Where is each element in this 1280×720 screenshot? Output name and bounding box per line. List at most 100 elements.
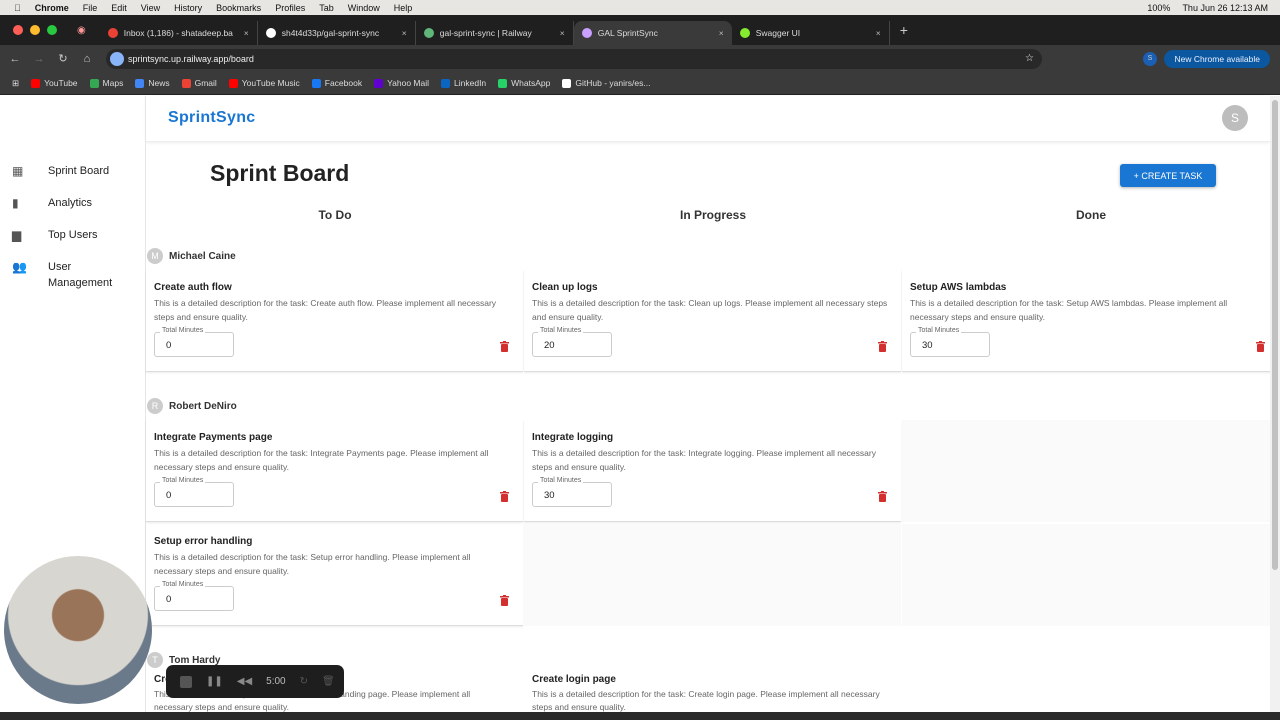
browser-tab[interactable]: Swagger UI ×	[732, 21, 890, 45]
bookmark-item[interactable]: News	[135, 78, 170, 88]
url-input[interactable]: sprintsync.up.railway.app/board ☆	[106, 48, 1042, 69]
task-card[interactable]: Clean up logs This is a detailed descript…	[524, 270, 901, 372]
delete-icon[interactable]	[500, 593, 509, 606]
minimize-window-button[interactable]	[30, 25, 40, 35]
column-header-in-progress: In Progress	[679, 208, 747, 222]
task-card[interactable]: Create login page This is a detailed desc…	[524, 668, 901, 714]
page-scrollbar[interactable]	[1270, 96, 1280, 712]
pause-icon[interactable]: ❚❚	[206, 676, 223, 687]
macos-menubar:  Chrome File Edit View History Bookmarks Pro…	[0, 0, 1280, 15]
task-card[interactable]: Integrate Payments page This is a detaile…	[146, 420, 523, 522]
bookmark-item[interactable]: WhatsApp	[498, 78, 550, 88]
new-tab-button[interactable]: +	[899, 22, 908, 38]
close-tab-icon[interactable]: ×	[875, 28, 881, 38]
clock[interactable]: Thu Jun 26 12:13 AM	[1182, 2, 1268, 13]
bookmark-icon	[135, 78, 145, 88]
close-tab-icon[interactable]: ×	[718, 28, 724, 38]
total-minutes-input[interactable]: 0	[154, 482, 234, 507]
delete-icon[interactable]	[878, 489, 887, 502]
bookmark-item[interactable]: Facebook	[311, 78, 362, 88]
user-avatar[interactable]: S	[1222, 105, 1248, 131]
delete-icon[interactable]	[1256, 339, 1265, 352]
menu-view[interactable]: View	[134, 2, 160, 13]
close-tab-icon[interactable]: ×	[559, 28, 565, 38]
empty-slot	[524, 524, 901, 626]
bookmark-item[interactable]: LinkedIn	[441, 78, 486, 88]
reload-icon[interactable]: ↻	[58, 53, 68, 65]
new-chrome-button[interactable]: New Chrome available	[1164, 49, 1270, 68]
menu-bookmarks[interactable]: Bookmarks	[209, 2, 261, 13]
total-minutes-input[interactable]: 20	[532, 332, 612, 357]
task-description: This is a detailed description for the t…	[532, 689, 880, 712]
tab-label: sh4t4d33p/gal-sprint-sync	[281, 28, 380, 38]
browser-tab[interactable]: GAL SprintSync ×	[573, 21, 732, 45]
tab-label: gal-sprint-sync | Railway	[439, 28, 532, 38]
app-page: SprintSync S ▦ Sprint Board ▮ Analytics ▆ Top…	[0, 96, 1279, 714]
bookmark-label: WhatsApp	[511, 78, 551, 88]
bookmark-item[interactable]: Maps	[89, 78, 123, 88]
task-card[interactable]: Setup error handling This is a detailed d…	[146, 524, 523, 626]
stop-icon[interactable]	[180, 675, 192, 688]
bookmark-label: YouTube Music	[241, 78, 300, 88]
home-icon[interactable]: ⌂	[83, 52, 91, 65]
battery-status[interactable]: 100%	[1147, 2, 1171, 13]
trash-icon[interactable]: 🗑	[322, 676, 335, 687]
restart-icon[interactable]: ↻	[299, 676, 309, 687]
task-card[interactable]: Integrate logging This is a detailed desc…	[524, 420, 901, 522]
browser-tab[interactable]: gal-sprint-sync | Railway ×	[416, 21, 574, 45]
brand-logo[interactable]: SprintSync	[168, 109, 256, 126]
browser-tab[interactable]: Inbox (1,186) - shatadeep.ba ×	[100, 21, 258, 45]
browser-tab[interactable]: sh4t4d33p/gal-sprint-sync ×	[258, 21, 416, 45]
menu-app[interactable]: Chrome	[28, 2, 69, 13]
task-title: Create login page	[532, 674, 616, 685]
bookmark-icon	[31, 78, 41, 88]
apps-icon[interactable]: ⊞	[12, 77, 20, 88]
app-header	[146, 96, 1270, 142]
zoom-window-button[interactable]	[47, 25, 57, 35]
tab-label: Inbox (1,186) - shatadeep.ba	[123, 28, 233, 38]
apple-icon[interactable]: 	[14, 3, 21, 13]
bookmark-label: GitHub - yanirs/es...	[575, 78, 651, 88]
window-controls	[13, 25, 57, 35]
menu-history[interactable]: History	[167, 2, 202, 13]
task-title: Setup AWS lambdas	[910, 282, 1007, 293]
delete-icon[interactable]	[500, 339, 509, 352]
total-minutes-input[interactable]: 0	[154, 586, 234, 611]
task-card[interactable]: Setup AWS lambdas This is a detailed desc…	[902, 270, 1279, 372]
task-card[interactable]: Create auth flow This is a detailed descr…	[146, 270, 523, 372]
profile-avatar[interactable]: S	[1143, 51, 1157, 66]
bookmark-item[interactable]: Gmail	[181, 78, 217, 88]
dock-edge	[0, 712, 1280, 720]
tab-label: GAL SprintSync	[597, 28, 658, 38]
bookmark-item[interactable]: GitHub - yanirs/es...	[562, 78, 650, 88]
delete-icon[interactable]	[878, 339, 887, 352]
total-minutes-input[interactable]: 30	[910, 332, 990, 357]
total-minutes-label: Total Minutes	[160, 327, 206, 334]
create-task-button[interactable]: + CREATE TASK	[1120, 164, 1216, 187]
star-icon[interactable]: ☆	[1025, 53, 1034, 64]
back-icon[interactable]: ←	[9, 52, 21, 65]
sidebar: ▦ Sprint Board ▮ Analytics ▆ Top Users 👥 User M…	[0, 96, 146, 712]
forward-icon[interactable]: →	[33, 52, 45, 65]
total-minutes-input[interactable]: 0	[154, 332, 234, 357]
sidebar-item-label: Sprint Board	[48, 165, 110, 177]
close-tab-icon[interactable]: ×	[243, 28, 249, 38]
menu-tab[interactable]: Tab	[312, 2, 334, 13]
delete-icon[interactable]	[500, 489, 509, 502]
bookmark-icon	[228, 78, 238, 88]
menu-file[interactable]: File	[76, 2, 98, 13]
close-tab-icon[interactable]: ×	[401, 28, 407, 38]
menu-profiles[interactable]: Profiles	[268, 2, 305, 13]
bookmark-item[interactable]: YouTube	[31, 78, 78, 88]
rewind-icon[interactable]: ◀◀	[236, 676, 253, 687]
column-header-done: Done	[1076, 208, 1106, 222]
bookmark-item[interactable]: Yahoo Mail	[374, 78, 429, 88]
bookmark-item[interactable]: YouTube Music	[228, 78, 300, 88]
bookmark-label: YouTube	[44, 78, 78, 88]
menu-help[interactable]: Help	[386, 2, 413, 13]
total-minutes-input[interactable]: 30	[532, 482, 612, 507]
empty-slot	[902, 524, 1279, 626]
close-window-button[interactable]	[13, 25, 23, 35]
menu-window[interactable]: Window	[340, 2, 380, 13]
menu-edit[interactable]: Edit	[104, 2, 127, 13]
